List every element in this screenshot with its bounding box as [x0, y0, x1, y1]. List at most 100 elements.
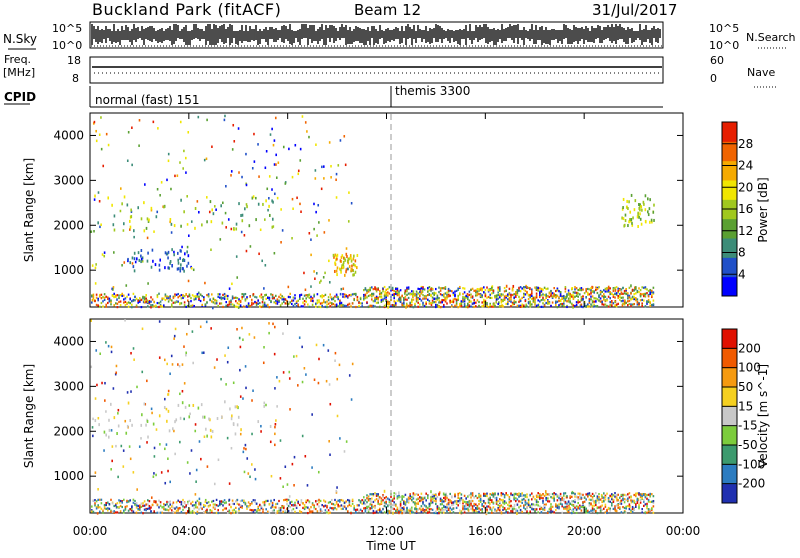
ground-cell: [647, 295, 650, 298]
ground-cell: [585, 511, 587, 514]
ground-cell: [523, 504, 525, 507]
ground-cell: [334, 507, 336, 510]
ground-cell: [551, 505, 554, 508]
ground-cell: [403, 304, 405, 307]
ground-cell: [284, 302, 287, 305]
ground-cell: [574, 291, 576, 294]
ground-cell: [444, 494, 447, 497]
ground-cell: [423, 296, 426, 299]
ground-cell: [342, 499, 344, 502]
ground-cell: [316, 503, 319, 506]
ground-cell: [270, 499, 272, 502]
ground-cell: [467, 508, 469, 511]
data-cell: [169, 217, 172, 221]
ground-cell: [142, 297, 144, 300]
ground-cell: [534, 303, 536, 306]
speckle-cell: [275, 419, 277, 422]
speckle-cell: [91, 264, 94, 267]
ground-cell: [607, 507, 610, 511]
colorbar-swatch: [722, 464, 737, 485]
ground-cell: [411, 293, 413, 296]
speckle-cell: [97, 416, 100, 420]
ground-cell: [623, 299, 626, 302]
ground-cell: [132, 510, 135, 513]
ground-cell: [585, 290, 587, 293]
ground-cell: [150, 510, 152, 513]
speckle-cell: [282, 371, 285, 374]
data-cell: [255, 218, 257, 222]
ground-cell: [569, 297, 571, 300]
ground-cell: [497, 500, 499, 503]
ground-cell: [345, 507, 347, 510]
data-cell: [622, 197, 625, 201]
ground-cell: [265, 499, 267, 503]
ground-cell: [239, 499, 242, 503]
ground-cell: [219, 502, 221, 505]
data-cell: [482, 304, 485, 308]
ground-cell: [95, 303, 98, 307]
ground-cell: [385, 498, 387, 501]
data-cell: [638, 203, 640, 207]
ground-cell: [273, 509, 275, 512]
speckle-cell: [92, 417, 94, 421]
ground-cell: [495, 500, 498, 503]
ground-cell: [275, 294, 277, 297]
ground-cell: [383, 285, 386, 289]
ground-cell: [489, 508, 491, 511]
ground-cell: [596, 511, 599, 515]
ground-cell: [420, 492, 423, 495]
ground-cell: [351, 293, 354, 296]
data-cell: [268, 204, 270, 208]
ground-cell: [207, 293, 210, 296]
speckle-cell: [288, 147, 290, 151]
speckle-cell: [277, 161, 280, 164]
ground-cell: [647, 493, 650, 496]
ground-cell: [367, 498, 370, 502]
data-cell: [113, 416, 116, 420]
ground-cell: [339, 500, 341, 503]
speckle-cell: [194, 423, 197, 426]
ground-cell: [443, 299, 445, 302]
ground-cell: [310, 299, 312, 302]
speckle-cell: [115, 444, 117, 448]
ground-cell: [617, 504, 619, 507]
ground-cell: [326, 506, 328, 509]
data-cell: [155, 215, 158, 219]
ground-cell: [615, 509, 618, 513]
ground-cell: [292, 304, 295, 308]
ground-cell: [641, 304, 643, 308]
ground-cell: [649, 300, 651, 304]
data-cell: [341, 264, 343, 268]
data-cell: [640, 222, 643, 226]
speckle-cell: [324, 271, 326, 275]
ground-cell: [628, 299, 631, 302]
ground-cell: [463, 300, 466, 303]
ground-cell: [143, 500, 146, 503]
ground-cell: [644, 295, 647, 298]
speckle-cell: [212, 306, 214, 310]
speckle-cell: [167, 159, 170, 163]
ground-cell: [579, 293, 581, 296]
ground-cell: [419, 291, 421, 294]
ground-cell: [372, 511, 375, 515]
ground-cell: [531, 506, 533, 509]
ground-cell: [406, 498, 408, 501]
ground-cell: [254, 500, 256, 503]
ground-cell: [491, 296, 493, 300]
ground-cell: [374, 286, 376, 289]
ground-cell: [585, 507, 587, 510]
speckle-cell: [105, 341, 107, 344]
ground-cell: [359, 500, 362, 503]
ground-cell: [159, 300, 162, 303]
ground-cell: [439, 508, 442, 511]
ground-cell: [327, 299, 330, 302]
ground-cell: [644, 286, 647, 289]
ground-cell: [263, 304, 266, 307]
speckle-cell: [205, 157, 208, 161]
ground-cell: [630, 510, 632, 514]
ground-cell: [252, 293, 255, 296]
ground-cell: [190, 300, 192, 303]
ground-cell: [172, 501, 175, 504]
ground-cell: [452, 501, 455, 504]
speckle-cell: [244, 443, 247, 447]
